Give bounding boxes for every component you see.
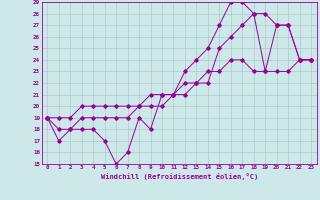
X-axis label: Windchill (Refroidissement éolien,°C): Windchill (Refroidissement éolien,°C)	[100, 173, 258, 180]
